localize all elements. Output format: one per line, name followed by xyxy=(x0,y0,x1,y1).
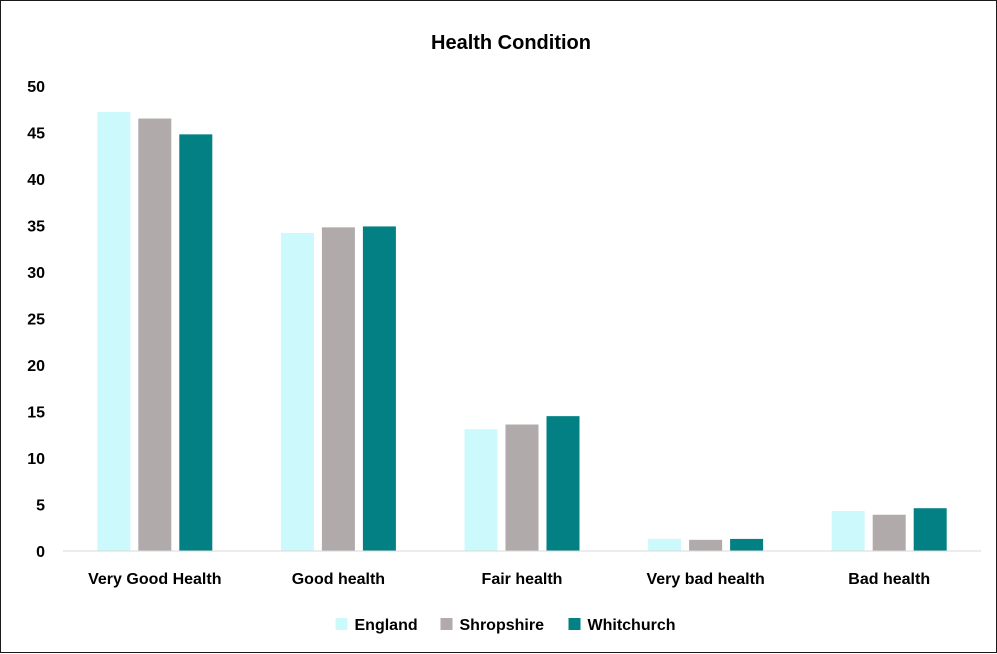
bar-whitchurch-3 xyxy=(546,416,580,551)
legend-swatch xyxy=(440,618,453,630)
bars xyxy=(97,112,947,552)
bar-england-4 xyxy=(648,538,682,551)
bar-shropshire-2 xyxy=(321,227,355,552)
y-tick-label: 45 xyxy=(27,126,45,143)
bar-england-1 xyxy=(97,112,131,551)
bar-shropshire-1 xyxy=(138,118,172,552)
x-tick-label: Bad health xyxy=(848,571,930,588)
legend-label: Whitchurch xyxy=(588,617,676,634)
bar-england-5 xyxy=(831,511,865,551)
chart-title: Health Condition xyxy=(431,32,591,54)
legend-item-england: England xyxy=(335,617,418,634)
y-tick-label: 50 xyxy=(27,79,45,96)
legend-label: England xyxy=(355,617,418,634)
y-tick-label: 15 xyxy=(27,405,45,422)
x-tick-label: Good health xyxy=(292,571,385,588)
y-tick-label: 30 xyxy=(27,265,45,282)
legend: England Shropshire Whitchurch xyxy=(335,617,676,634)
y-tick-label: 10 xyxy=(27,451,45,468)
legend-item-whitchurch: Whitchurch xyxy=(568,617,676,634)
x-axis: Very Good Health Good health Fair health Ve… xyxy=(88,571,930,588)
y-tick-label: 35 xyxy=(27,219,45,236)
y-tick-label: 5 xyxy=(36,498,45,515)
x-tick-label: Fair health xyxy=(482,571,563,588)
bar-shropshire-3 xyxy=(505,424,539,551)
y-tick-label: 40 xyxy=(27,172,45,189)
x-tick-label: Very bad health xyxy=(646,571,764,588)
legend-swatch xyxy=(568,618,581,630)
legend-label: Shropshire xyxy=(460,617,545,634)
bar-england-3 xyxy=(464,429,498,551)
y-tick-label: 25 xyxy=(27,312,45,329)
y-tick-label: 20 xyxy=(27,358,45,375)
x-tick-label: Very Good Health xyxy=(88,571,221,588)
y-tick-label: 0 xyxy=(36,544,45,561)
bar-shropshire-4 xyxy=(689,539,723,551)
bar-shropshire-5 xyxy=(872,514,906,551)
bar-whitchurch-1 xyxy=(179,134,213,552)
bar-england-2 xyxy=(280,232,314,551)
bar-whitchurch-5 xyxy=(913,508,947,551)
bar-whitchurch-2 xyxy=(362,226,396,551)
legend-item-shropshire: Shropshire xyxy=(440,617,545,634)
bar-whitchurch-4 xyxy=(730,538,764,551)
legend-swatch xyxy=(335,618,348,630)
y-axis: 0 5 10 15 20 25 30 35 40 45 50 xyxy=(27,79,45,561)
